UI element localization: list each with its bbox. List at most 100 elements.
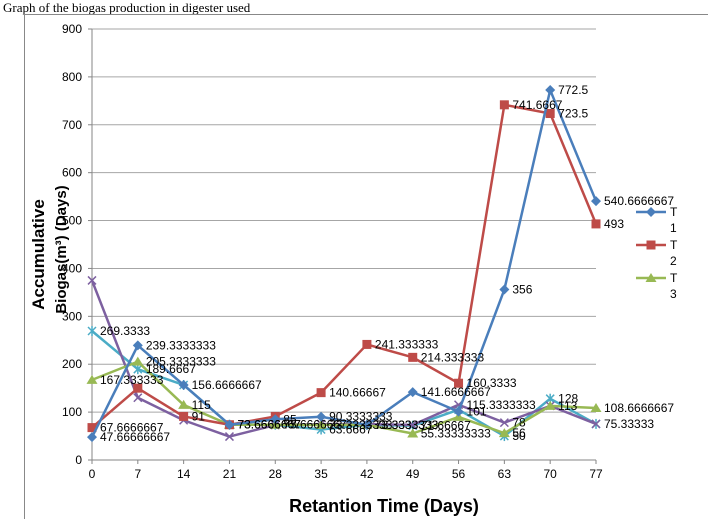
- x-tick-label: 21: [223, 467, 237, 481]
- data-label: 67.6666667: [100, 421, 164, 435]
- grid-layer: [92, 28, 596, 413]
- data-label: 205.3333333: [146, 355, 216, 369]
- y-tick-label: 800: [62, 70, 82, 84]
- x-tick-label: 42: [360, 467, 374, 481]
- x-marker: [87, 275, 97, 285]
- chart-frame: [24, 14, 708, 519]
- x-marker: [499, 418, 509, 428]
- diamond-marker: [270, 414, 281, 425]
- data-label: 723.5: [558, 107, 588, 121]
- y-tick-label: 400: [62, 261, 82, 275]
- data-label: 73.6666667: [283, 418, 347, 432]
- triangle-marker: [645, 273, 657, 282]
- y-axis-title-line2: Biogas(m³) (Days): [53, 185, 70, 313]
- data-label: 90.3333333: [329, 410, 393, 424]
- square-marker: [545, 109, 555, 119]
- data-label: 115.3333333: [467, 398, 537, 412]
- data-label: 108.6666667: [604, 401, 674, 415]
- y-tick-label: 500: [62, 214, 82, 228]
- triangle-marker: [407, 428, 419, 438]
- data-label: 156.6666667: [192, 378, 262, 392]
- x-tick-label: 77: [589, 467, 603, 481]
- x-tick-label: 56: [452, 467, 466, 481]
- data-label: 55.33333333: [421, 427, 491, 441]
- x-tick-label: 35: [314, 467, 328, 481]
- x-marker: [224, 432, 234, 442]
- diamond-marker: [591, 196, 601, 207]
- diamond-marker: [132, 340, 143, 351]
- data-label: 189.6667: [146, 362, 196, 376]
- legend-label: T: [670, 205, 678, 219]
- data-label: 128: [558, 392, 578, 406]
- header-caption: Graph of the biogas production in digest…: [3, 0, 251, 15]
- x-tick-label: 63: [498, 467, 512, 481]
- data-label: 71.66667: [421, 419, 471, 433]
- x-tick-label: 28: [269, 467, 283, 481]
- x-marker-stroke: [591, 419, 601, 429]
- data-label: 356: [512, 283, 532, 297]
- triangle-marker: [132, 356, 144, 366]
- legend-label-index: 3: [670, 287, 677, 301]
- series-line: [91, 360, 597, 435]
- square-marker: [454, 378, 464, 388]
- diamond-marker: [407, 387, 418, 398]
- diamond-marker: [499, 284, 510, 295]
- x-tick-label: 7: [134, 467, 141, 481]
- square-marker: [646, 240, 656, 250]
- y-tick-label: 200: [62, 357, 82, 371]
- legend-entry-3: T3: [636, 271, 678, 301]
- series-line: [90, 88, 598, 438]
- square-marker: [499, 100, 509, 110]
- x-marker: [591, 419, 601, 429]
- y-tick-label: 0: [75, 453, 82, 467]
- data-label: 73.3333333: [329, 418, 393, 432]
- x-tick-label: 70: [544, 467, 558, 481]
- data-label: 493: [604, 217, 624, 231]
- data-label: 85: [283, 412, 297, 426]
- data-label: 269.3333: [100, 324, 150, 338]
- axis-layer: 0 100 200 300 400 500 600 700 800 900 0 7 14 21 28 35 42…: [62, 22, 603, 481]
- data-label: 239.3333333: [146, 338, 216, 352]
- legend-label-index: 2: [670, 254, 677, 268]
- series-layer: [86, 85, 602, 443]
- diamond-marker: [316, 411, 327, 422]
- data-label: 741.6667: [512, 98, 562, 112]
- x-marker-stroke: [408, 420, 418, 430]
- data-label-layer: 47.66666667 239.3333333 156.6666667 73.6666…: [100, 83, 674, 444]
- legend-label: T: [670, 238, 678, 252]
- square-marker: [408, 352, 418, 362]
- square-marker: [591, 219, 601, 229]
- diamond-marker: [453, 406, 464, 417]
- triangle-marker: [178, 399, 190, 409]
- data-label: 73.6666667: [237, 418, 301, 432]
- data-label: 91: [192, 409, 206, 423]
- x-marker-stroke: [499, 418, 509, 428]
- data-label: 167.333333: [100, 373, 164, 387]
- data-label: 73.3333333: [375, 418, 439, 432]
- x-marker-stroke: [133, 393, 143, 403]
- data-label: 78: [512, 416, 526, 430]
- series-2: [87, 100, 601, 433]
- diamond-marker: [178, 379, 189, 390]
- data-label: 214.333333: [421, 350, 485, 364]
- y-tick-label: 100: [62, 405, 82, 419]
- y-tick-label: 300: [62, 309, 82, 323]
- triangle-marker: [544, 400, 556, 410]
- square-marker: [87, 423, 97, 433]
- data-label: 63.6667: [329, 423, 373, 437]
- data-label: 140.66667: [329, 386, 386, 400]
- y-tick-label: 700: [62, 118, 82, 132]
- diamond-marker: [545, 85, 556, 96]
- data-label: 115: [192, 398, 211, 412]
- x-tick-label: 49: [406, 467, 420, 481]
- diamond-marker: [87, 432, 97, 443]
- data-label: 47.66666667: [100, 430, 170, 444]
- y-axis-title-line1: Accumulative: [29, 199, 48, 310]
- x-marker-stroke: [224, 432, 234, 442]
- data-label: 540.6666667: [604, 194, 674, 208]
- diamond-marker: [224, 419, 235, 430]
- square-marker: [179, 411, 189, 421]
- star-marker: [87, 326, 97, 337]
- data-label: 241.333333: [375, 337, 439, 351]
